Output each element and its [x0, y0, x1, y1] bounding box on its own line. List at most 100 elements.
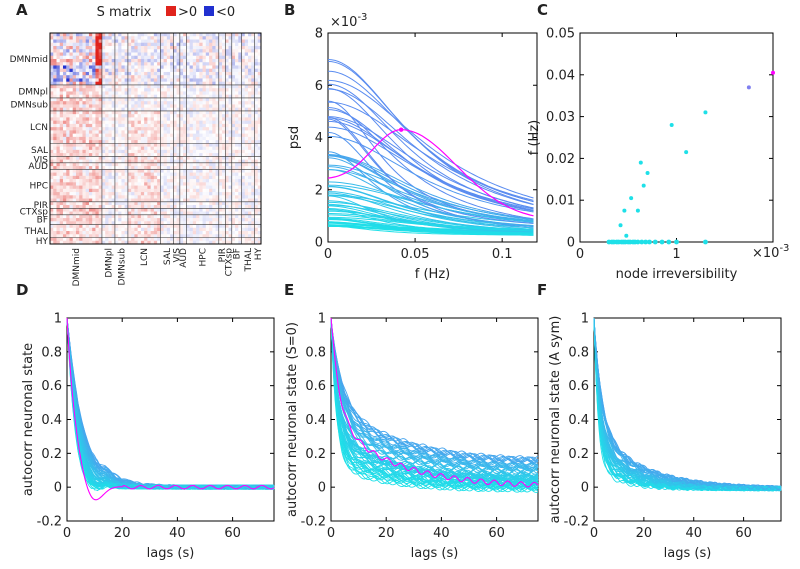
- x-tick-label: 0: [327, 526, 335, 541]
- heatmap-cell: [179, 104, 184, 108]
- heatmap-cell: [108, 205, 112, 209]
- heatmap-cell: [163, 179, 168, 183]
- heatmap-cell: [59, 133, 64, 138]
- heatmap-cell: [105, 218, 109, 222]
- heatmap-cell: [69, 179, 74, 183]
- heatmap-cell: [111, 169, 116, 173]
- heatmap-cell: [251, 107, 255, 112]
- heatmap-cell: [218, 159, 223, 164]
- heatmap-cell: [118, 114, 122, 118]
- heatmap-cell: [241, 159, 246, 164]
- heatmap-cell: [241, 156, 246, 160]
- heatmap-cell: [205, 136, 210, 141]
- heatmap-cell: [241, 78, 246, 82]
- heatmap-cell: [72, 208, 77, 212]
- heatmap-cell: [183, 192, 187, 196]
- heatmap-cell: [215, 33, 220, 37]
- heatmap-cell: [92, 162, 96, 167]
- heatmap-cell: [215, 237, 220, 242]
- heatmap-cell: [173, 36, 177, 40]
- heatmap-cell: [101, 120, 106, 125]
- heatmap-cell: [251, 130, 255, 134]
- heatmap-cell: [176, 182, 181, 186]
- heatmap-cell: [176, 42, 181, 47]
- heatmap-cell: [248, 75, 252, 79]
- heatmap-cell: [62, 88, 67, 92]
- heatmap-cell: [69, 156, 74, 160]
- heatmap-cell: [124, 234, 129, 238]
- heatmap-cell: [186, 45, 190, 50]
- heatmap-cell: [118, 211, 122, 216]
- heatmap-cell: [251, 136, 255, 141]
- heatmap-cell: [157, 55, 161, 60]
- heatmap-cell: [209, 52, 213, 57]
- heatmap-cell: [215, 143, 220, 147]
- heatmap-cell: [53, 146, 57, 151]
- heatmap-cell: [92, 97, 96, 102]
- heatmap-cell: [127, 201, 132, 206]
- heatmap-cell: [205, 227, 210, 232]
- heatmap-cell: [108, 45, 112, 50]
- heatmap-cell: [150, 97, 155, 102]
- heatmap-cell: [72, 198, 77, 203]
- heatmap-cell: [248, 71, 252, 76]
- heatmap-cell: [72, 104, 77, 108]
- heatmap-cell: [92, 146, 96, 151]
- heatmap-cell: [160, 127, 164, 131]
- heatmap-cell: [131, 45, 135, 50]
- heatmap-cell: [199, 234, 203, 238]
- heatmap-cell: [88, 65, 93, 70]
- heatmap-cell: [95, 49, 99, 53]
- heatmap-cell: [59, 140, 64, 144]
- heatmap-cell: [225, 172, 229, 177]
- heatmap-cell: [202, 36, 207, 40]
- heatmap-cell: [231, 146, 236, 151]
- heatmap-cell: [222, 117, 226, 121]
- heatmap-cell: [85, 240, 90, 245]
- heatmap-cell: [95, 36, 99, 40]
- heatmap-cell: [166, 104, 171, 108]
- heatmap-cell: [215, 114, 220, 118]
- heatmap-cell: [160, 136, 164, 141]
- heatmap-cell: [53, 185, 57, 190]
- heatmap-cell: [257, 110, 262, 115]
- heatmap-cell: [251, 208, 255, 212]
- heatmap-cell: [235, 133, 239, 138]
- heatmap-cell: [199, 237, 203, 242]
- heatmap-cell: [244, 153, 249, 157]
- heatmap-cell: [131, 33, 135, 37]
- heatmap-cell: [173, 52, 177, 57]
- heatmap-cell: [231, 162, 236, 167]
- heatmap-cell: [196, 42, 200, 47]
- heatmap-cell: [69, 130, 74, 134]
- heatmap-cell: [215, 62, 220, 66]
- heatmap-cell: [163, 234, 168, 238]
- heatmap-cell: [95, 88, 99, 92]
- heatmap-cell: [150, 101, 155, 105]
- heatmap-cell: [137, 104, 142, 108]
- heatmap-cell: [137, 65, 142, 70]
- heatmap-cell: [248, 188, 252, 193]
- heatmap-cell: [205, 75, 210, 79]
- heatmap-cell: [189, 65, 194, 70]
- heatmap-cell: [215, 231, 220, 235]
- heatmap-cell: [121, 172, 125, 177]
- heatmap-cell: [231, 149, 236, 154]
- heatmap-cell: [134, 97, 138, 102]
- heatmap-cell: [212, 179, 216, 183]
- heatmap-cell: [222, 39, 226, 44]
- heatmap-cell: [244, 211, 249, 216]
- heatmap-cell: [251, 143, 255, 147]
- heatmap-cell: [144, 211, 148, 216]
- heatmap-cell: [114, 234, 119, 238]
- y-tick-label: 0: [567, 236, 575, 251]
- heatmap-cell: [170, 84, 174, 89]
- heatmap-cell: [82, 195, 87, 199]
- heatmap-cell: [75, 136, 80, 141]
- heatmap-cell: [127, 104, 132, 108]
- heatmap-cell: [186, 97, 190, 102]
- heatmap-cell: [98, 159, 103, 164]
- heatmap-cell: [163, 211, 168, 216]
- heatmap-cell: [163, 166, 168, 170]
